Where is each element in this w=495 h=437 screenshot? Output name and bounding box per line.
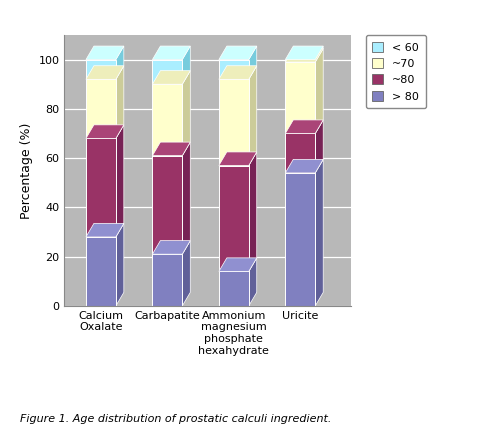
Polygon shape <box>86 237 116 306</box>
Polygon shape <box>152 84 182 156</box>
Polygon shape <box>116 223 124 306</box>
Polygon shape <box>86 125 124 139</box>
Polygon shape <box>152 254 182 306</box>
Polygon shape <box>285 49 323 62</box>
Polygon shape <box>315 46 323 62</box>
Polygon shape <box>315 120 323 173</box>
Polygon shape <box>249 258 257 306</box>
Polygon shape <box>249 292 257 306</box>
Polygon shape <box>219 46 257 59</box>
Polygon shape <box>219 152 257 166</box>
Polygon shape <box>219 271 249 306</box>
Polygon shape <box>285 173 315 306</box>
Polygon shape <box>152 156 182 254</box>
Polygon shape <box>116 292 124 306</box>
Y-axis label: Percentage (%): Percentage (%) <box>20 122 33 218</box>
Polygon shape <box>152 59 182 84</box>
Polygon shape <box>86 59 116 79</box>
Polygon shape <box>116 46 124 79</box>
Polygon shape <box>182 241 190 306</box>
Polygon shape <box>249 46 257 79</box>
Polygon shape <box>219 59 249 79</box>
Polygon shape <box>285 59 315 62</box>
Polygon shape <box>285 120 323 133</box>
Polygon shape <box>182 292 190 306</box>
Polygon shape <box>285 62 315 133</box>
Polygon shape <box>219 79 249 166</box>
Polygon shape <box>285 133 315 173</box>
Polygon shape <box>152 71 190 84</box>
Polygon shape <box>116 125 124 237</box>
Polygon shape <box>86 223 124 237</box>
Polygon shape <box>219 166 249 271</box>
Polygon shape <box>219 66 257 79</box>
Polygon shape <box>182 142 190 254</box>
Polygon shape <box>219 258 257 271</box>
Polygon shape <box>152 46 190 59</box>
Polygon shape <box>249 66 257 166</box>
Polygon shape <box>315 49 323 133</box>
Polygon shape <box>285 46 323 59</box>
Polygon shape <box>249 152 257 271</box>
Polygon shape <box>315 160 323 306</box>
Polygon shape <box>86 46 124 59</box>
Polygon shape <box>182 71 190 156</box>
Polygon shape <box>152 241 190 254</box>
Polygon shape <box>86 139 116 237</box>
Polygon shape <box>86 66 124 79</box>
Polygon shape <box>116 66 124 139</box>
Polygon shape <box>285 160 323 173</box>
Polygon shape <box>315 292 323 306</box>
Polygon shape <box>86 79 116 139</box>
Polygon shape <box>182 46 190 84</box>
Text: Figure 1. Age distribution of prostatic calculi ingredient.: Figure 1. Age distribution of prostatic … <box>20 414 331 424</box>
Polygon shape <box>152 142 190 156</box>
Legend: < 60, ~70, ~80, > 80: < 60, ~70, ~80, > 80 <box>366 35 426 108</box>
